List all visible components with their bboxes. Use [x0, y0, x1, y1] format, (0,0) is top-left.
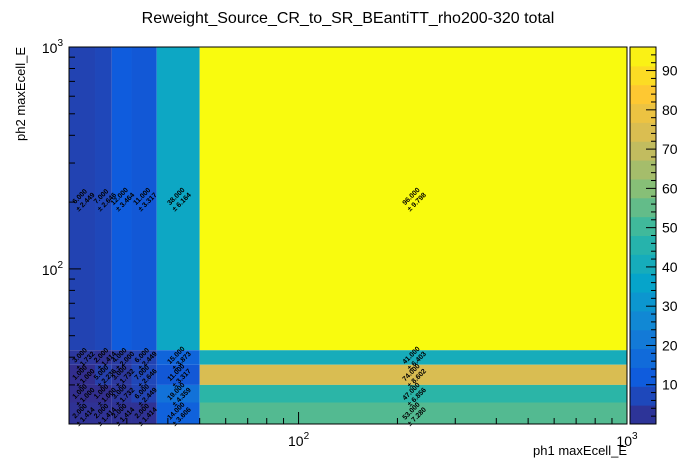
heatmap-cell — [69, 402, 96, 424]
heatmap-cell — [199, 350, 627, 365]
heatmap-cell — [95, 402, 112, 424]
heatmap-cell — [131, 384, 157, 403]
heatmap-cell — [111, 350, 132, 365]
colorbar-segment — [630, 367, 656, 387]
heatmap-cell — [69, 350, 96, 365]
colorbar-segment — [630, 197, 656, 218]
colorbar-tick-label: 50 — [662, 220, 678, 236]
colorbar: 10 20 30 40 50 60 70 80 90 — [629, 46, 678, 425]
heatmap-cell — [111, 47, 132, 351]
heatmap-cell — [95, 47, 112, 351]
colorbar-segment — [630, 292, 656, 312]
y-tick-label: 103 — [42, 38, 64, 56]
colorbar-tick-label: 80 — [662, 102, 678, 118]
chart-title: Reweight_Source_CR_to_SR_BEantiTT_rho200… — [142, 10, 555, 27]
colorbar-segment — [630, 310, 656, 331]
colorbar-tick-label: 60 — [662, 180, 678, 196]
x-tick-label: 103 — [616, 431, 638, 449]
colorbar-segment — [630, 103, 656, 123]
heatmap-cell — [131, 402, 157, 424]
heatmap-cell — [199, 402, 627, 424]
colorbar-segment — [630, 348, 656, 368]
heatmap-cell — [111, 364, 132, 385]
colorbar-tick-label: 10 — [662, 377, 678, 393]
plot-frame — [68, 46, 628, 425]
colorbar-segment — [630, 216, 656, 236]
colorbar-segment — [630, 254, 656, 274]
y-axis-label: ph2 maxEcell_E — [13, 47, 28, 141]
axis-ticks: 102 103 102 103 — [42, 38, 638, 449]
heatmap-cell — [111, 384, 132, 403]
colorbar-tick-label: 40 — [662, 259, 678, 275]
colorbar-tick-label: 70 — [662, 141, 678, 157]
heatmap-cell — [156, 384, 200, 403]
heatmap-cell — [95, 384, 112, 403]
colorbar-tick-label: 90 — [662, 63, 678, 79]
colorbar-segment — [630, 386, 656, 406]
colorbar-segment — [630, 47, 656, 67]
heatmap-cell — [69, 364, 96, 385]
heatmap-cell — [69, 384, 96, 403]
heatmap-cell — [199, 384, 627, 403]
colorbar-segment — [630, 178, 656, 199]
heatmap-cells — [69, 47, 627, 424]
colorbar-segment — [630, 329, 656, 350]
colorbar-segment — [630, 84, 656, 105]
y-tick-label: 102 — [42, 260, 64, 278]
heatmap-cell — [131, 350, 157, 365]
colorbar-tick-label: 30 — [662, 298, 678, 314]
heatmap-cell — [156, 364, 200, 385]
heatmap-cell — [199, 364, 627, 385]
colorbar-segment — [630, 405, 656, 425]
heatmap-cell — [156, 350, 200, 365]
heatmap-cell — [69, 47, 96, 351]
x-axis-label: ph1 maxEcell_E — [533, 443, 627, 458]
heatmap-cell — [131, 364, 157, 385]
heatmap-cell — [131, 47, 157, 351]
colorbar-segment — [630, 160, 656, 180]
heatmap-cell — [199, 47, 627, 351]
colorbar-segment — [630, 273, 656, 293]
heatmap-cell — [95, 364, 112, 385]
colorbar-tick-label: 20 — [662, 337, 678, 353]
heatmap-cell — [95, 350, 112, 365]
colorbar-segment — [630, 235, 656, 255]
colorbar-segment — [630, 65, 656, 86]
x-tick-label: 102 — [288, 431, 310, 449]
heatmap-cell — [156, 47, 200, 351]
colorbar-segment — [630, 122, 656, 142]
colorbar-segment — [630, 141, 656, 161]
